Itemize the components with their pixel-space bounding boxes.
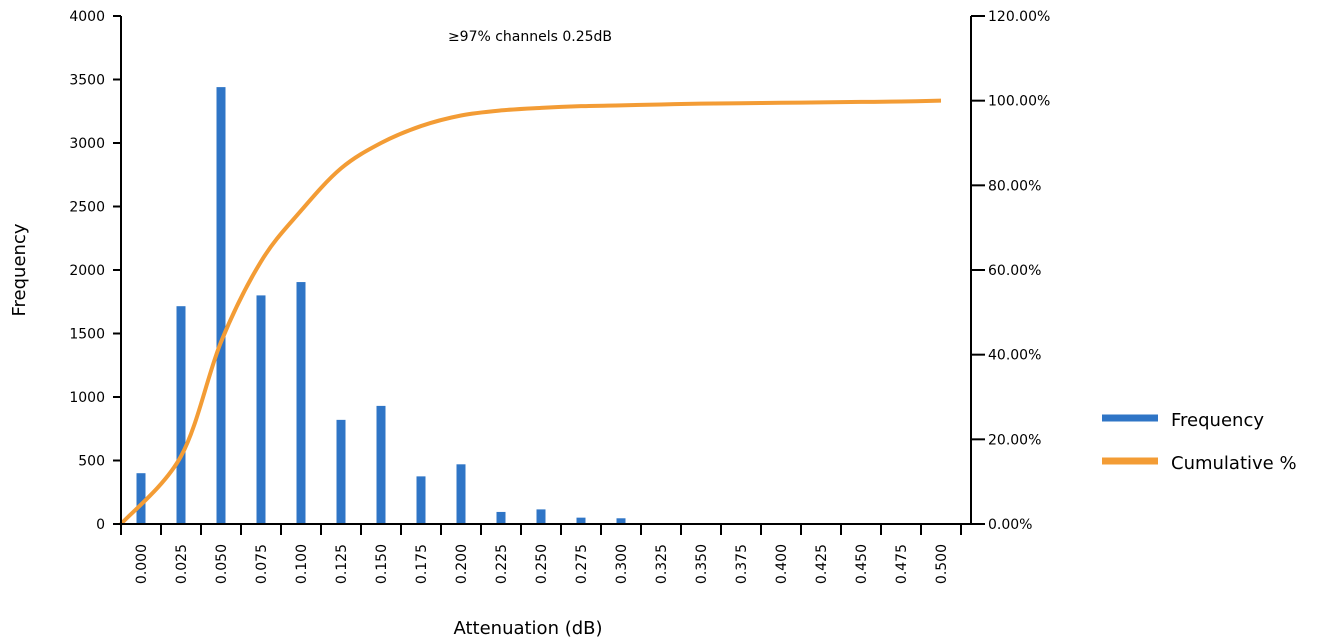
x-tick-label: 0.325 xyxy=(654,544,670,584)
bar-0.025 xyxy=(176,306,186,524)
right-tick-label: 60.00% xyxy=(988,263,1041,279)
x-tick-label: 0.275 xyxy=(574,544,590,584)
bar-0.075 xyxy=(256,295,266,524)
x-tick-label: 0.300 xyxy=(614,544,630,584)
left-tick-label: 2500 xyxy=(69,200,105,216)
left-tick-label: 3000 xyxy=(69,136,105,152)
bar-0.000 xyxy=(136,473,146,524)
x-tick-label: 0.250 xyxy=(534,544,550,584)
legend-cumulative-label: Cumulative % xyxy=(1171,453,1297,474)
cumulative-line xyxy=(119,98,942,526)
left-tick-label: 1500 xyxy=(69,327,105,343)
right-tick-label: 40.00% xyxy=(988,348,1041,364)
x-tick-label: 0.150 xyxy=(374,544,390,584)
bar-0.250 xyxy=(536,509,546,524)
frequency-bars xyxy=(136,87,626,525)
legend-frequency-label: Frequency xyxy=(1171,410,1264,431)
x-tick-label: 0.475 xyxy=(894,544,910,584)
x-tick-label: 0.225 xyxy=(494,544,510,584)
left-tick-label: 4000 xyxy=(69,9,105,25)
right-axis-ticks: 0.00% 20.00% 40.00% 60.00% 80.00% 100.00% 120.… xyxy=(971,9,1050,533)
left-axis-ticks: 0 500 1000 1500 2000 2500 3000 3500 4000 xyxy=(69,9,121,533)
x-tick-label: 0.200 xyxy=(454,544,470,584)
right-tick-label: 120.00% xyxy=(988,9,1050,25)
legend: Frequency Cumulative % xyxy=(1102,410,1297,474)
left-tick-label: 500 xyxy=(78,454,105,470)
x-axis-ticks: 0.000 0.025 0.050 0.075 0.100 0.125 0.150 0.175… xyxy=(120,524,962,584)
x-tick-label: 0.000 xyxy=(134,544,150,584)
bar-0.050 xyxy=(216,87,226,525)
x-tick-label: 0.500 xyxy=(934,544,950,584)
x-tick-label: 0.375 xyxy=(734,544,750,584)
chart-annotation: ≥97% channels 0.25dB xyxy=(448,29,612,45)
x-tick-label: 0.050 xyxy=(214,544,230,584)
x-tick-label: 0.350 xyxy=(694,544,710,584)
bar-0.150 xyxy=(376,405,386,524)
right-tick-label: 0.00% xyxy=(988,517,1032,533)
right-tick-label: 80.00% xyxy=(988,178,1041,194)
x-tick-label: 0.450 xyxy=(854,544,870,584)
left-tick-label: 1000 xyxy=(69,390,105,406)
x-axis-label: Attenuation (dB) xyxy=(453,618,602,639)
left-tick-label: 3500 xyxy=(69,73,105,89)
x-tick-label: 0.125 xyxy=(334,544,350,584)
x-tick-label: 0.400 xyxy=(774,544,790,584)
x-tick-label: 0.075 xyxy=(254,544,270,584)
right-tick-label: 20.00% xyxy=(988,432,1041,448)
x-tick-label: 0.100 xyxy=(294,544,310,584)
x-tick-label: 0.025 xyxy=(174,544,190,584)
bar-0.125 xyxy=(336,419,346,524)
right-tick-label: 100.00% xyxy=(988,94,1050,110)
left-tick-label: 2000 xyxy=(69,263,105,279)
bar-0.175 xyxy=(416,476,426,524)
bar-0.200 xyxy=(456,464,466,524)
x-tick-label: 0.425 xyxy=(814,544,830,584)
bar-0.275 xyxy=(576,517,586,524)
bar-0.225 xyxy=(496,511,506,524)
left-tick-label: 0 xyxy=(96,517,105,533)
x-tick-label: 0.175 xyxy=(414,544,430,584)
y-axis-label: Frequency xyxy=(9,223,30,316)
bar-0.300 xyxy=(616,518,626,524)
bar-0.100 xyxy=(296,282,306,524)
